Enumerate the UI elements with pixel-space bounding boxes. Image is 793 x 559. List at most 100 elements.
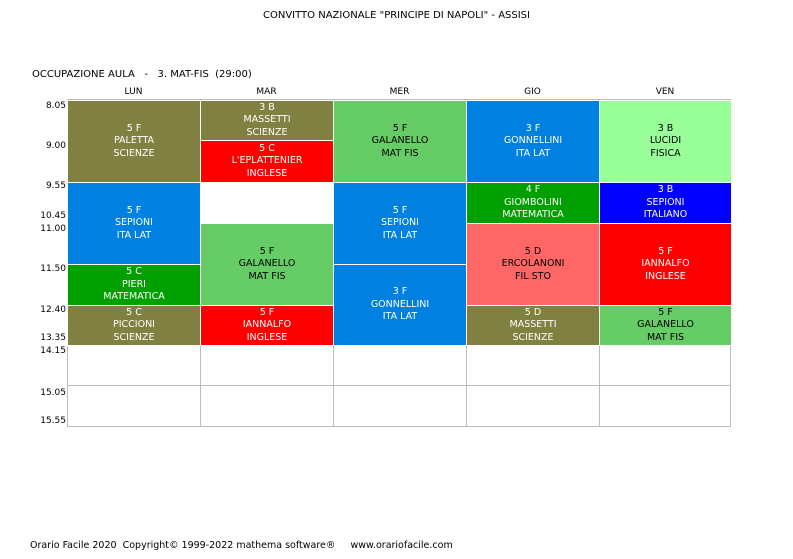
lesson-block[interactable]: 4 F GIOMBOLINI MATEMATICA xyxy=(466,182,600,224)
lesson-subject: ITALIANO xyxy=(643,209,688,221)
lesson-teacher: IANNALFO xyxy=(641,258,690,270)
lesson-class: 5 F xyxy=(126,122,142,134)
lesson-teacher: GALANELLO xyxy=(371,135,429,147)
lesson-block[interactable]: 5 F GALANELLO MAT FIS xyxy=(200,223,334,306)
lesson-block[interactable]: 3 B SEPIONI ITALIANO xyxy=(599,182,732,224)
lesson-subject: ITA LAT xyxy=(382,311,418,323)
time-label: 8.05 xyxy=(45,101,66,111)
lesson-teacher: GONNELLINI xyxy=(370,298,430,310)
time-label: 13.35 xyxy=(40,333,66,343)
lesson-subject: MATEMATICA xyxy=(103,291,165,303)
lesson-teacher: PIERI xyxy=(122,278,146,290)
time-label: 14.15 xyxy=(40,346,66,356)
subtitle-prefix: OCCUPAZIONE AULA xyxy=(32,69,135,80)
lesson-block[interactable]: 5 F IANNALFO INGLESE xyxy=(200,305,334,346)
lesson-class: 3 B xyxy=(657,184,674,196)
lesson-teacher: GIOMBOLINI xyxy=(504,196,562,208)
lesson-block[interactable]: 3 F GONNELLINI ITA LAT xyxy=(466,100,600,183)
lesson-block[interactable]: 5 F IANNALFO INGLESE xyxy=(599,223,732,306)
footer-product: Orario Facile 2020 xyxy=(30,540,117,551)
lesson-subject: ITA LAT xyxy=(515,147,551,159)
day-header-gio: GIO xyxy=(524,87,541,97)
lesson-block[interactable]: 5 D ERCOLANONI FIL STO xyxy=(466,223,600,306)
day-header-mar: MAR xyxy=(256,87,277,97)
day-header-mer: MER xyxy=(389,87,410,97)
lesson-block[interactable]: 5 F GALANELLO MAT FIS xyxy=(599,305,732,346)
lesson-block[interactable]: 5 F SEPIONI ITA LAT xyxy=(333,182,467,265)
footer-copyright: Copyright© 1999-2022 mathema software® xyxy=(122,540,336,551)
lesson-teacher: ERCOLANONI xyxy=(501,258,565,270)
day-header-ven: VEN xyxy=(655,87,675,97)
lesson-class: 5 C xyxy=(259,142,275,154)
day-header-lun: LUN xyxy=(124,87,143,97)
lesson-subject: FIL STO xyxy=(515,270,551,282)
lesson-teacher: PICCIONI xyxy=(113,319,155,331)
time-label: 11.00 xyxy=(40,224,66,234)
grid-row-line xyxy=(67,385,731,386)
lesson-teacher: SEPIONI xyxy=(381,217,419,229)
time-label: 10.45 xyxy=(40,211,66,221)
lesson-teacher: GALANELLO xyxy=(238,258,296,270)
lesson-subject: INGLESE xyxy=(246,331,288,343)
lesson-teacher: SEPIONI xyxy=(115,217,153,229)
lesson-subject: SCIENZE xyxy=(113,147,155,159)
lesson-block[interactable]: 5 C PICCIONI SCIENZE xyxy=(67,305,201,346)
lesson-block[interactable]: 3 B MASSETTI SCIENZE xyxy=(200,100,334,141)
lesson-subject: SCIENZE xyxy=(512,331,554,343)
lesson-class: 3 B xyxy=(657,122,674,134)
lesson-teacher: L'EPLATTENIER xyxy=(231,155,303,167)
lesson-class: 5 F xyxy=(126,204,142,216)
time-label: 11.50 xyxy=(40,264,66,274)
lesson-class: 5 F xyxy=(392,122,408,134)
lesson-block[interactable]: 5 F PALETTA SCIENZE xyxy=(67,100,201,183)
lesson-subject: SCIENZE xyxy=(246,126,288,138)
school-title: CONVITTO NAZIONALE "PRINCIPE DI NAPOLI" … xyxy=(263,10,530,21)
lesson-class: 5 D xyxy=(524,306,542,318)
lesson-class: 5 D xyxy=(524,245,542,257)
lesson-block[interactable]: 5 F SEPIONI ITA LAT xyxy=(67,182,201,265)
time-label: 9.00 xyxy=(45,141,66,151)
lesson-class: 5 F xyxy=(259,245,275,257)
lesson-subject: ITA LAT xyxy=(116,229,152,241)
time-label: 15.05 xyxy=(40,388,66,398)
lesson-subject: SCIENZE xyxy=(113,331,155,343)
footer: Orario Facile 2020 Copyright© 1999-2022 … xyxy=(30,540,453,551)
room-occupancy-title: OCCUPAZIONE AULA - 3. MAT-FIS (29:00) xyxy=(32,69,252,80)
lesson-teacher: MASSETTI xyxy=(509,319,557,331)
lesson-block[interactable]: 5 C L'EPLATTENIER INGLESE xyxy=(200,140,334,183)
time-label: 9.55 xyxy=(45,181,66,191)
lesson-subject: FISICA xyxy=(650,147,681,159)
time-label: 12.40 xyxy=(40,305,66,315)
lesson-teacher: IANNALFO xyxy=(242,319,292,331)
lesson-block[interactable]: 5 D MASSETTI SCIENZE xyxy=(466,305,600,346)
lesson-subject: MAT FIS xyxy=(381,147,419,159)
lesson-class: 4 F xyxy=(525,184,541,196)
lesson-subject: INGLESE xyxy=(246,167,288,179)
lesson-class: 5 C xyxy=(126,266,142,278)
lesson-teacher: GALANELLO xyxy=(637,319,694,331)
lesson-class: 5 C xyxy=(126,306,142,318)
footer-website[interactable]: www.orariofacile.com xyxy=(350,540,453,551)
lesson-class: 5 F xyxy=(392,204,408,216)
lesson-teacher: MASSETTI xyxy=(243,114,291,126)
lesson-block[interactable]: 3 B LUCIDI FISICA xyxy=(599,100,732,183)
lesson-class: 5 F xyxy=(259,306,275,318)
lesson-teacher: PALETTA xyxy=(113,135,155,147)
lesson-class: 3 F xyxy=(392,286,408,298)
room-name: 3. MAT-FIS xyxy=(157,69,209,80)
lesson-class: 3 B xyxy=(259,101,275,113)
lesson-block[interactable]: 5 C PIERI MATEMATICA xyxy=(67,264,201,306)
lesson-subject: MAT FIS xyxy=(248,270,286,282)
time-label: 15.55 xyxy=(40,416,66,426)
lesson-teacher: LUCIDI xyxy=(649,135,682,147)
lesson-class: 3 F xyxy=(525,122,541,134)
lesson-class: 5 F xyxy=(658,245,673,257)
lesson-block[interactable]: 3 F GONNELLINI ITA LAT xyxy=(333,264,467,346)
lesson-class: 5 F xyxy=(658,306,673,318)
lesson-teacher: GONNELLINI xyxy=(503,135,563,147)
lesson-teacher: SEPIONI xyxy=(646,196,685,208)
lesson-subject: ITA LAT xyxy=(382,229,418,241)
lesson-block[interactable]: 5 F GALANELLO MAT FIS xyxy=(333,100,467,183)
lesson-subject: MAT FIS xyxy=(646,331,685,343)
lesson-subject: MATEMATICA xyxy=(502,209,564,221)
